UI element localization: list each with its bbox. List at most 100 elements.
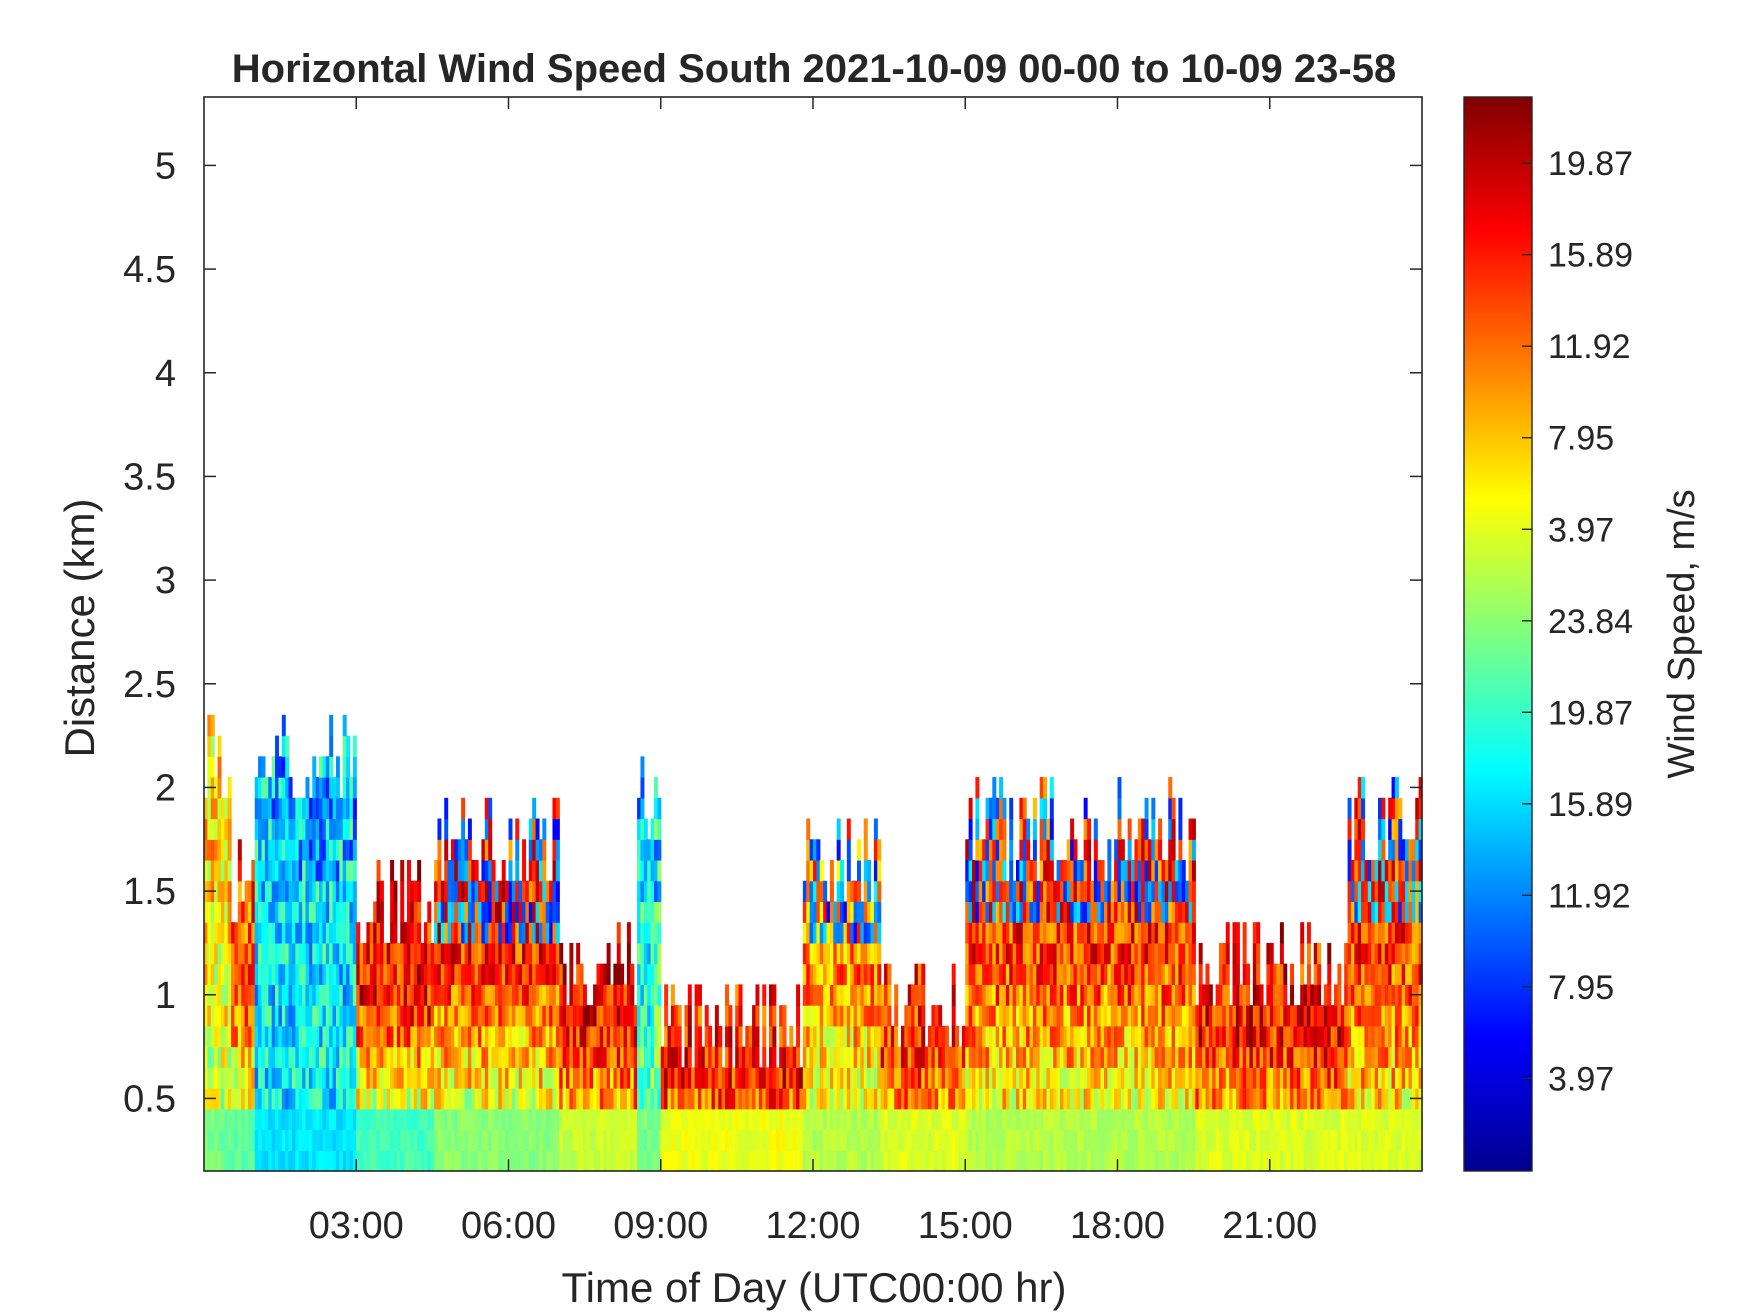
heatmap-cell — [450, 1005, 455, 1027]
heatmap-cell — [224, 922, 229, 944]
heatmap-cell — [1093, 984, 1098, 1006]
heatmap-cell — [1093, 1088, 1098, 1110]
heatmap-cell — [302, 1129, 307, 1151]
heatmap-cell — [860, 1150, 865, 1172]
heatmap-cell — [782, 1025, 787, 1048]
heatmap-cell — [1198, 1025, 1203, 1048]
heatmap-cell — [1009, 922, 1014, 944]
heatmap-cell — [1415, 1129, 1420, 1151]
heatmap-cell — [958, 1150, 963, 1172]
heatmap-cell — [1093, 1150, 1098, 1172]
heatmap-cell — [1110, 1150, 1115, 1172]
heatmap-cell — [1056, 922, 1061, 944]
heatmap-cell — [308, 880, 313, 903]
heatmap-cell — [1327, 1150, 1332, 1172]
heatmap-cell — [955, 1025, 960, 1048]
heatmap-cell — [335, 1025, 340, 1048]
heatmap-cell — [346, 901, 351, 923]
heatmap-cell — [549, 901, 554, 923]
heatmap-cell — [427, 1088, 432, 1110]
heatmap-cell — [484, 942, 489, 965]
heatmap-cell — [1229, 1150, 1234, 1172]
heatmap-cell — [423, 1088, 428, 1110]
heatmap-cell — [1161, 1067, 1166, 1089]
heatmap-cell — [204, 839, 208, 861]
heatmap-cell — [762, 1005, 767, 1027]
heatmap-cell — [1283, 1025, 1288, 1048]
heatmap-cell — [332, 1129, 337, 1151]
heatmap-cell — [1009, 880, 1014, 903]
heatmap-cell — [846, 901, 851, 923]
colorbar — [1463, 96, 1533, 1172]
heatmap-cell — [1100, 1108, 1105, 1131]
heatmap-cell — [1090, 942, 1095, 965]
heatmap-cell — [549, 1129, 554, 1151]
heatmap-cell — [234, 1129, 239, 1151]
heatmap-cell — [237, 901, 242, 923]
heatmap-cell — [941, 1129, 946, 1151]
heatmap-cell — [670, 1005, 675, 1027]
heatmap-cell — [802, 984, 807, 1006]
heatmap-cell — [741, 1108, 746, 1131]
heatmap-cell — [1164, 942, 1169, 965]
heatmap-cell — [914, 1108, 919, 1131]
heatmap-cell — [518, 984, 523, 1006]
heatmap-cell — [1354, 818, 1359, 840]
heatmap-cell — [1154, 984, 1159, 1006]
heatmap-cell — [1273, 1150, 1278, 1172]
heatmap-cell — [261, 860, 266, 882]
heatmap-cell — [1178, 963, 1183, 985]
heatmap-cell — [941, 1046, 946, 1068]
heatmap-cell — [1134, 860, 1139, 882]
heatmap-cell — [224, 1108, 229, 1131]
heatmap-cell — [528, 942, 533, 965]
heatmap-cell — [220, 942, 225, 965]
heatmap-cell — [329, 735, 334, 757]
heatmap-cell — [1127, 1150, 1132, 1172]
heatmap-cell — [1053, 1025, 1058, 1048]
heatmap-cell — [258, 860, 263, 882]
heatmap-cell — [329, 1150, 334, 1172]
heatmap-cell — [1164, 860, 1169, 882]
heatmap-cell — [1276, 1046, 1281, 1068]
heatmap-cell — [951, 1046, 956, 1068]
heatmap-cell — [1117, 880, 1122, 903]
heatmap-cell — [322, 1088, 327, 1110]
heatmap-cell — [1313, 1067, 1318, 1089]
heatmap-cell — [1147, 1025, 1152, 1048]
heatmap-cell — [1073, 901, 1078, 923]
heatmap-cell — [454, 984, 459, 1006]
heatmap-cell — [474, 1005, 479, 1027]
heatmap-cell — [1208, 1088, 1213, 1110]
heatmap-cell — [1049, 1129, 1054, 1151]
heatmap-cell — [244, 1129, 249, 1151]
heatmap-cell — [836, 1129, 841, 1151]
heatmap-cell — [312, 1025, 317, 1048]
heatmap-cell — [691, 1067, 696, 1089]
heatmap-cell — [207, 1046, 212, 1068]
heatmap-cell — [630, 1088, 635, 1110]
heatmap-cell — [1073, 1025, 1078, 1048]
heatmap-cell — [650, 942, 655, 965]
heatmap-cell — [1164, 901, 1169, 923]
heatmap-cell — [684, 1129, 689, 1151]
heatmap-cell — [660, 1150, 665, 1172]
heatmap-cell — [674, 1088, 679, 1110]
heatmap-cell — [843, 963, 848, 985]
heatmap-cell — [867, 1108, 872, 1131]
heatmap-cell — [1225, 963, 1230, 985]
heatmap-cell — [224, 818, 229, 840]
heatmap-cell — [640, 1067, 645, 1089]
heatmap-cell — [322, 777, 327, 799]
heatmap-cell — [342, 860, 347, 882]
heatmap-cell — [210, 1067, 215, 1089]
heatmap-cell — [1117, 1046, 1122, 1068]
heatmap-cell — [813, 1108, 817, 1131]
heatmap-cell — [640, 756, 645, 778]
heatmap-cell — [867, 1129, 872, 1151]
heatmap-cell — [545, 1005, 550, 1027]
heatmap-cell — [298, 1088, 303, 1110]
heatmap-cell — [386, 1046, 391, 1068]
heatmap-cell — [427, 1108, 432, 1131]
heatmap-cell — [626, 963, 631, 985]
